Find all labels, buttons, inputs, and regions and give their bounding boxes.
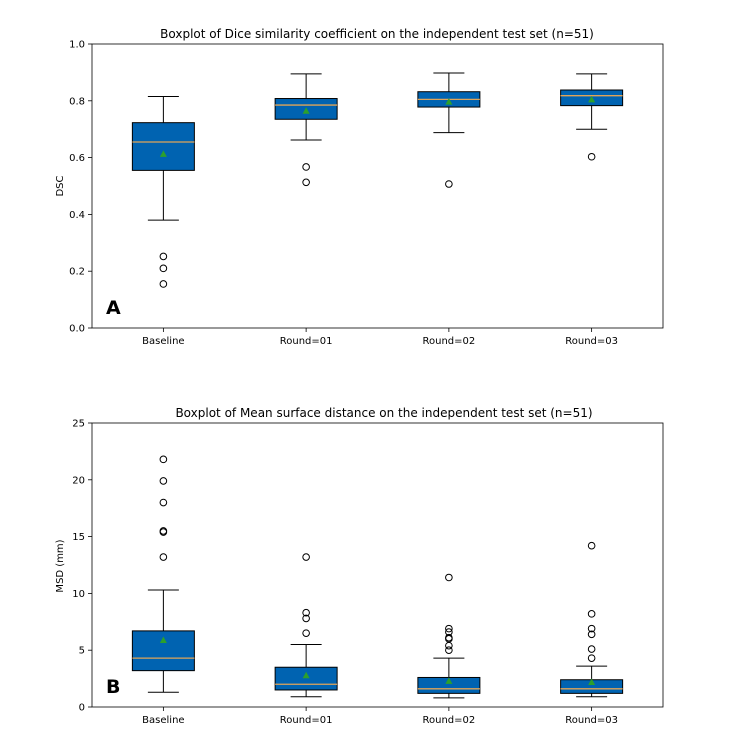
chart-title: Boxplot of Dice similarity coefficient o… bbox=[160, 27, 594, 41]
mean-marker bbox=[302, 671, 310, 679]
outlier-point bbox=[302, 608, 310, 617]
y-tick-label: 15 bbox=[72, 532, 85, 543]
y-tick-label: 20 bbox=[72, 475, 85, 486]
box-iqr bbox=[131, 122, 195, 171]
panel-label: A bbox=[106, 297, 121, 319]
panel-dsc: Boxplot of Dice similarity coefficient o… bbox=[55, 27, 664, 347]
mean-marker bbox=[588, 678, 596, 686]
outlier-point bbox=[159, 455, 168, 464]
box-round-03 bbox=[560, 73, 624, 161]
box-round-02 bbox=[417, 573, 481, 699]
mean-marker bbox=[302, 107, 310, 114]
box-iqr bbox=[274, 666, 338, 691]
y-tick-label: 0.8 bbox=[69, 96, 85, 107]
outlier-point bbox=[587, 610, 596, 618]
outlier-point bbox=[445, 573, 453, 582]
mean-marker bbox=[159, 636, 167, 643]
y-tick-label: 25 bbox=[72, 419, 85, 430]
mean-marker bbox=[588, 95, 596, 103]
box-round-03 bbox=[560, 541, 624, 698]
mean-marker bbox=[445, 677, 453, 684]
axes-frame bbox=[91, 422, 664, 708]
outlier-point bbox=[159, 553, 168, 561]
panel-msd: Boxplot of Mean surface distance on the … bbox=[55, 406, 664, 726]
outlier-point bbox=[445, 646, 453, 655]
mean-marker bbox=[445, 98, 453, 105]
outlier-point bbox=[302, 614, 310, 623]
outlier-point bbox=[302, 553, 310, 561]
outlier-point bbox=[587, 152, 596, 161]
y-tick-label: 10 bbox=[72, 589, 85, 600]
outlier-point bbox=[159, 252, 168, 261]
outlier-point bbox=[445, 628, 453, 636]
outlier-point bbox=[159, 498, 168, 507]
outlier-point bbox=[587, 645, 596, 653]
box-round-01 bbox=[274, 73, 338, 187]
y-tick-label: 0.4 bbox=[69, 210, 85, 221]
outlier-point bbox=[159, 527, 168, 535]
axes-frame bbox=[91, 43, 664, 329]
outlier-point bbox=[587, 630, 596, 639]
box-baseline bbox=[131, 455, 195, 693]
outlier-point bbox=[302, 629, 310, 637]
x-tick-label: Round=01 bbox=[280, 715, 333, 726]
y-tick-label: 0 bbox=[79, 703, 85, 714]
chart-title: Boxplot of Mean surface distance on the … bbox=[175, 406, 592, 420]
outlier-point bbox=[445, 633, 453, 642]
panel-label: B bbox=[106, 676, 120, 698]
box-baseline bbox=[131, 96, 195, 288]
y-tick-label: 0.0 bbox=[69, 324, 85, 335]
outlier-point bbox=[445, 624, 453, 633]
box-round-01 bbox=[274, 553, 338, 698]
y-tick-label: 0.2 bbox=[69, 267, 85, 278]
outlier-point bbox=[445, 180, 453, 188]
x-tick-label: Round=02 bbox=[423, 336, 476, 347]
x-tick-label: Baseline bbox=[142, 336, 184, 347]
box-round-02 bbox=[417, 72, 481, 188]
outlier-point bbox=[159, 264, 168, 273]
outlier-point bbox=[445, 641, 453, 650]
x-tick-label: Round=02 bbox=[423, 715, 476, 726]
y-tick-label: 1.0 bbox=[69, 40, 85, 51]
outlier-point bbox=[302, 163, 310, 171]
y-axis-label: DSC bbox=[55, 175, 66, 196]
x-tick-label: Round=01 bbox=[280, 336, 333, 347]
outlier-point bbox=[302, 178, 310, 187]
x-tick-label: Round=03 bbox=[565, 715, 618, 726]
x-tick-label: Round=03 bbox=[565, 336, 618, 347]
y-tick-label: 5 bbox=[79, 646, 85, 657]
outlier-point bbox=[587, 654, 596, 662]
y-tick-label: 0.6 bbox=[69, 153, 85, 164]
outlier-point bbox=[159, 280, 168, 288]
mean-marker bbox=[159, 150, 167, 157]
y-axis-label: MSD (mm) bbox=[55, 539, 66, 592]
outlier-point bbox=[587, 541, 596, 550]
outlier-point bbox=[159, 477, 168, 485]
x-tick-label: Baseline bbox=[142, 715, 184, 726]
outlier-point bbox=[587, 624, 596, 633]
